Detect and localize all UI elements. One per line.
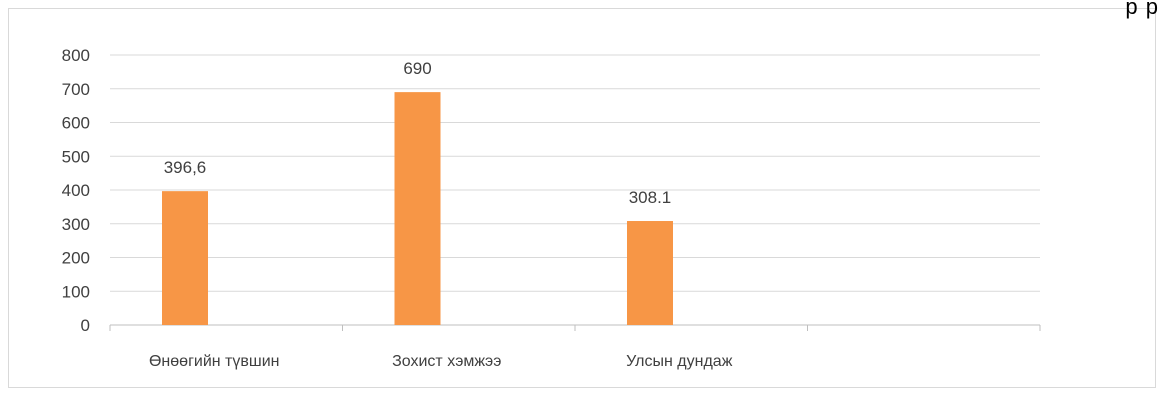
x-axis bbox=[109, 324, 1041, 331]
y-tick-label: 500 bbox=[62, 147, 90, 166]
x-axis-category-labels: Өнөөгийн түвшин Зохист хэмжээ Улсын дундаж bbox=[149, 353, 733, 370]
y-tick-label: 200 bbox=[62, 249, 90, 268]
gridlines bbox=[110, 54, 1040, 292]
y-tick-label: 800 bbox=[62, 46, 90, 65]
corner-text: p p bbox=[1125, 0, 1159, 19]
y-tick-label: 300 bbox=[62, 215, 90, 234]
data-labels: 396,6 690 308.1 bbox=[164, 59, 672, 207]
data-label: 396,6 bbox=[164, 158, 207, 177]
y-axis-tick-labels: 0 100 200 300 400 500 600 700 800 bbox=[62, 46, 90, 335]
data-label: 308.1 bbox=[629, 188, 672, 207]
x-category-label: Зохист хэмжээ bbox=[392, 353, 501, 370]
bar bbox=[627, 221, 673, 325]
x-category-label: Өнөөгийн түвшин bbox=[149, 353, 280, 370]
y-tick-label: 0 bbox=[81, 316, 90, 335]
y-tick-label: 600 bbox=[62, 114, 90, 133]
y-tick-label: 100 bbox=[62, 282, 90, 301]
bar bbox=[394, 92, 441, 325]
bar bbox=[162, 191, 208, 325]
y-tick-label: 400 bbox=[62, 181, 90, 200]
bars bbox=[162, 92, 673, 325]
y-tick-label: 700 bbox=[62, 80, 90, 99]
x-category-label: Улсын дундаж bbox=[626, 353, 733, 370]
data-label: 690 bbox=[403, 59, 431, 78]
